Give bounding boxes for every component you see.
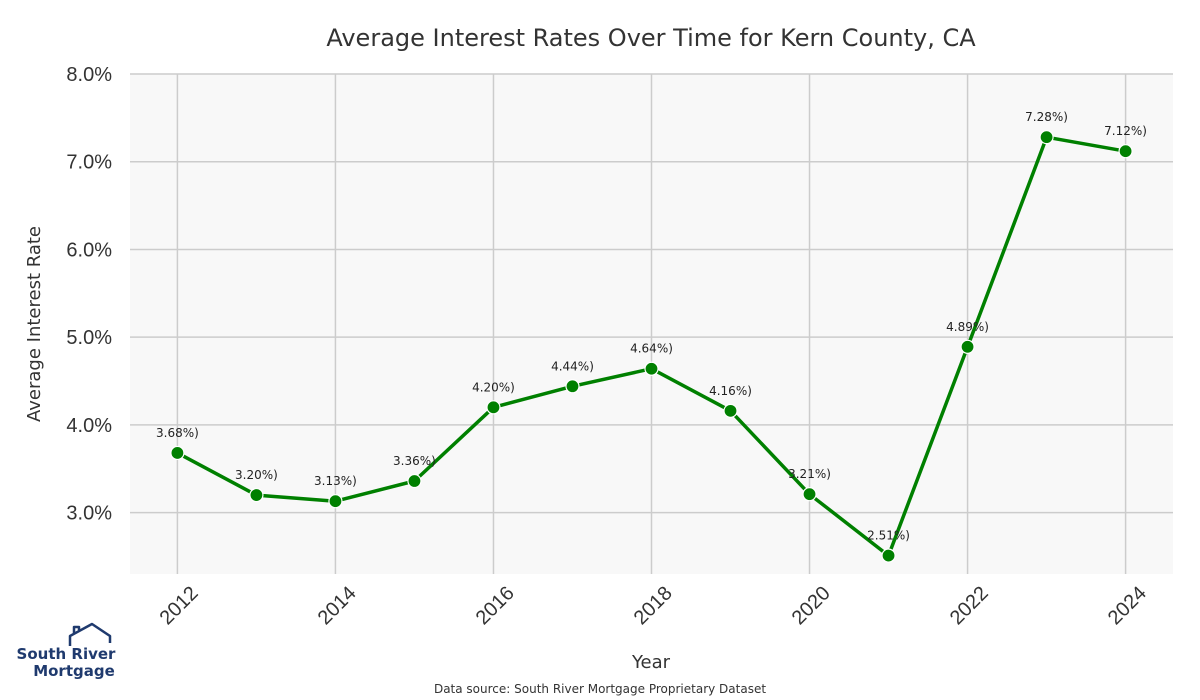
- data-label: 4.16%): [709, 384, 752, 398]
- data-label: 3.21%): [788, 467, 831, 481]
- chart-title: Average Interest Rates Over Time for Ker…: [326, 24, 976, 52]
- data-points: [170, 130, 1133, 563]
- data-point: [644, 361, 659, 376]
- x-tick-label: 2024: [1104, 582, 1151, 629]
- data-label: 4.89%): [946, 320, 989, 334]
- source-note: Data source: South River Mortgage Propri…: [434, 682, 766, 696]
- data-point: [1039, 130, 1054, 145]
- data-label: 7.28%): [1025, 110, 1068, 124]
- data-point: [170, 445, 185, 461]
- data-label: 3.68%): [156, 426, 199, 440]
- logo-line-2: Mortgage: [33, 662, 115, 680]
- y-tick-label: 3.0%: [66, 503, 112, 525]
- y-tick-label: 4.0%: [66, 415, 112, 437]
- data-point: [723, 403, 738, 418]
- x-tick-label: 2018: [630, 582, 677, 629]
- south-river-mortgage-logo: South River Mortgage: [17, 622, 117, 680]
- data-point: [486, 400, 501, 415]
- logo-line-1: South River: [17, 645, 117, 663]
- grid: [130, 73, 1173, 574]
- y-tick-label: 7.0%: [66, 152, 112, 174]
- y-tick-label: 8.0%: [66, 64, 112, 86]
- data-point: [1118, 144, 1133, 159]
- data-point: [802, 487, 817, 502]
- data-label: 7.12%): [1104, 124, 1147, 138]
- data-point: [407, 473, 422, 489]
- data-point: [960, 339, 975, 354]
- data-labels: 3.68%) 3.20%) 3.13%) 3.36%) 4.20%) 4.44%) 4.64…: [156, 110, 1147, 542]
- data-point: [249, 487, 264, 503]
- house-roof-icon: [68, 622, 112, 646]
- y-tick-label: 5.0%: [66, 327, 112, 349]
- x-tick-label: 2012: [156, 582, 203, 629]
- data-point: [328, 494, 343, 509]
- y-tick-label: 6.0%: [66, 239, 112, 261]
- data-label: 2.51%): [867, 529, 910, 543]
- data-point: [565, 379, 580, 394]
- x-tick-label: 2022: [946, 582, 993, 629]
- data-label: 4.44%): [551, 359, 594, 373]
- data-label: 3.20%): [235, 468, 278, 482]
- x-axis-ticks: 2012 2014 2016 2018 2020 2022 2024: [156, 582, 1151, 629]
- y-axis-label: Average Interest Rate: [24, 226, 45, 422]
- x-tick-label: 2016: [472, 582, 519, 629]
- x-axis-label: Year: [631, 652, 671, 673]
- data-label: 3.36%): [393, 454, 436, 468]
- data-point: [881, 548, 896, 563]
- data-label: 4.64%): [630, 342, 673, 356]
- x-tick-label: 2014: [314, 582, 361, 629]
- data-label: 4.20%): [472, 380, 515, 394]
- x-tick-label: 2020: [788, 582, 835, 629]
- y-axis-ticks: 3.0% 4.0% 5.0% 6.0% 7.0% 8.0%: [66, 64, 112, 525]
- data-label: 3.13%): [314, 474, 357, 488]
